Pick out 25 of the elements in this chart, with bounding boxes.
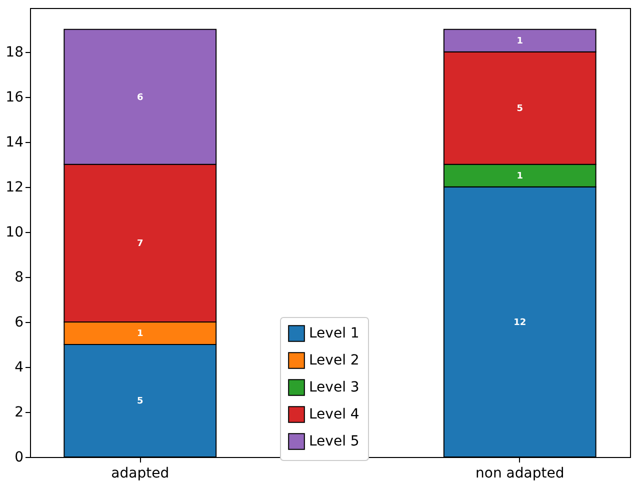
y-tick-label: 16 (6, 89, 24, 106)
legend-label: Level 3 (309, 380, 360, 396)
y-tick-label: 8 (14, 269, 24, 286)
data-label: 5 (516, 104, 524, 114)
y-tick-label: 6 (14, 314, 24, 330)
x-tick-label: adapted (111, 466, 170, 482)
legend-label: Level 2 (309, 352, 360, 368)
legend-label: Level 1 (309, 326, 360, 342)
y-tick-label: 10 (6, 224, 24, 240)
y-tick-label: 12 (6, 179, 24, 196)
y-tick-label: 18 (6, 44, 24, 60)
y-tick-label: 2 (14, 404, 24, 420)
data-label: 1 (136, 329, 144, 340)
y-tick-label: 0 (14, 450, 24, 466)
data-label: 12 (514, 318, 526, 328)
legend-label: Level 5 (309, 434, 360, 450)
data-label: 1 (516, 36, 524, 47)
data-label: 5 (136, 396, 144, 407)
legend-label: Level 4 (309, 406, 360, 422)
x-tick-label: non adapted (476, 466, 564, 482)
data-label: 6 (136, 92, 144, 103)
y-tick-label: 4 (14, 359, 24, 376)
data-label: 1 (516, 172, 524, 182)
y-tick-label: 14 (6, 134, 24, 150)
data-label: 7 (136, 239, 144, 250)
